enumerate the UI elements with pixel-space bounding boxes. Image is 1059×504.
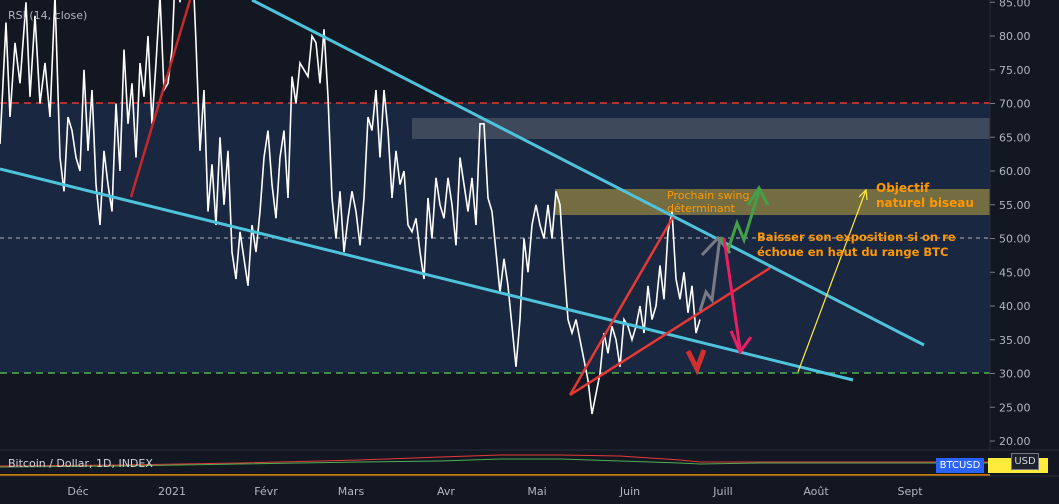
objective-label: Objectif naturel biseau <box>876 181 974 210</box>
x-tick-label: Déc <box>67 485 88 498</box>
y-tick-label: 65.00 <box>999 131 1031 144</box>
y-tick-label: 35.00 <box>999 334 1031 347</box>
y-tick-label: 40.00 <box>999 300 1031 313</box>
y-axis-ticks: 85.00 80.00 75.00 70.00 65.00 60.00 55.00 50.00… <box>990 0 1031 448</box>
warning-label: Baisser son exposition si on re échoue e… <box>757 230 960 259</box>
x-tick-label: 2021 <box>158 485 186 498</box>
y-tick-label: 55.00 <box>999 199 1031 212</box>
currency-button[interactable]: USD <box>1011 453 1039 470</box>
y-tick-label: 20.00 <box>999 435 1031 448</box>
yellow-objective-line <box>797 189 867 373</box>
red-wedge-upper <box>568 216 675 396</box>
x-axis-ticks: Déc 2021 Févr Mars Avr Mai Juin Juill Août Sept <box>67 485 923 498</box>
y-tick-label: 85.00 <box>999 0 1031 9</box>
zone-label: Prochain swing déterminant <box>667 189 753 215</box>
red-trend-left <box>129 0 192 198</box>
long-cyan-trendline-bottom <box>0 167 854 382</box>
x-tick-label: Juill <box>712 485 732 498</box>
pink-arrow-shaft <box>722 237 742 350</box>
x-tick-label: Sept <box>897 485 923 498</box>
green-arrow-head <box>746 185 770 206</box>
grey-arrow-path <box>698 236 722 312</box>
y-tick-label: 30.00 <box>999 368 1031 381</box>
x-tick-label: Juin <box>619 485 640 498</box>
y-tick-label: 25.00 <box>999 401 1031 414</box>
y-tick-label: 50.00 <box>999 233 1031 246</box>
y-tick-label: 70.00 <box>999 98 1031 111</box>
symbol-label: Bitcoin / Dollar, 1D, INDEX <box>8 457 153 470</box>
price-line-red <box>0 454 990 467</box>
price-line-green <box>0 458 990 468</box>
red-wedge-lower <box>569 266 771 397</box>
x-tick-label: Août <box>803 485 829 498</box>
y-tick-label: 60.00 <box>999 165 1031 178</box>
y-tick-label: 75.00 <box>999 64 1031 77</box>
btcusd-tag[interactable]: BTCUSD <box>936 458 984 473</box>
y-tick-label: 45.00 <box>999 266 1031 279</box>
indicator-title: RSI (14, close) <box>8 9 88 22</box>
x-tick-label: Mai <box>527 485 546 498</box>
long-cyan-trendline-top <box>251 0 925 347</box>
grey-zone <box>412 118 990 139</box>
yellow-objective-arrowhead <box>858 188 868 201</box>
x-tick-label: Mars <box>338 485 365 498</box>
x-tick-label: Févr <box>254 485 278 498</box>
pink-arrow-head <box>729 330 753 356</box>
red-bold-arrow <box>685 349 707 376</box>
x-tick-label: Avr <box>437 485 455 498</box>
y-tick-label: 80.00 <box>999 30 1031 43</box>
